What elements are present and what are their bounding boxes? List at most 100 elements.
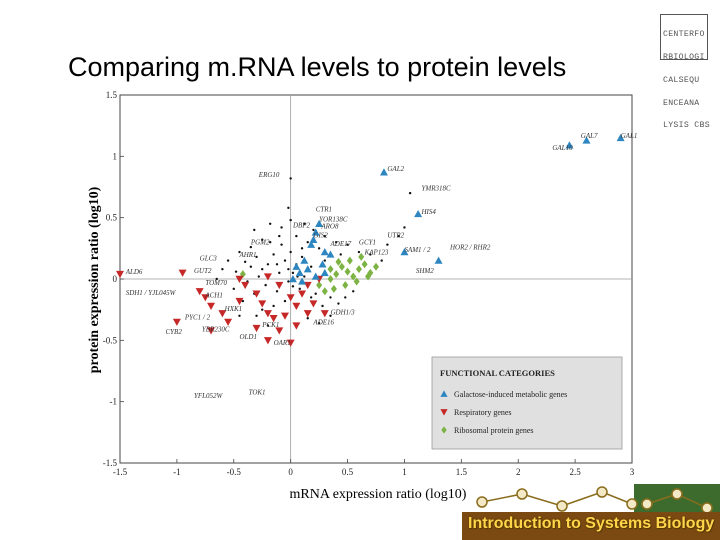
respiratory-point (320, 310, 329, 318)
other-point (280, 226, 283, 229)
y-tick-label: 1.5 (106, 90, 118, 100)
galactose-point (309, 235, 318, 243)
respiratory-point (303, 281, 312, 290)
respiratory-point (292, 322, 301, 330)
other-point (287, 280, 290, 283)
other-point (314, 292, 317, 295)
other-point (249, 265, 253, 268)
galactose-point (400, 248, 409, 256)
respiratory-point (275, 281, 284, 290)
other-point (337, 302, 340, 305)
legend-title: FUNCTIONAL CATEGORIES (440, 368, 555, 378)
gene-label: GUT2 (194, 267, 212, 275)
other-point (329, 296, 332, 299)
respiratory-point (218, 310, 227, 318)
respiratory-point (280, 312, 289, 320)
other-point (234, 270, 238, 273)
other-point (221, 267, 224, 271)
galactose-point (303, 265, 312, 273)
gene-label: CTR1 (316, 206, 332, 214)
other-point (312, 228, 315, 232)
other-point (264, 283, 267, 287)
gene-label: ACH1 (204, 291, 223, 299)
other-point (291, 285, 295, 288)
logo-line: RBIOLOGI (663, 52, 705, 62)
banner-text: Introduction to Systems Biology (468, 515, 715, 532)
logo-line: LYSIS CBS (663, 121, 710, 131)
galactose-point (315, 219, 324, 227)
other-point (346, 243, 349, 246)
other-point (309, 265, 313, 268)
ribosomal-point (330, 284, 337, 293)
zero-lines (120, 95, 632, 463)
other-point (289, 177, 292, 180)
respiratory-point (207, 302, 216, 310)
other-point (275, 263, 279, 266)
other-point (268, 222, 272, 225)
gene-label: GDH1/3 (330, 309, 355, 317)
gene-label: UTR2 (387, 231, 404, 239)
other-point (266, 263, 270, 266)
x-tick-label: 1 (402, 467, 407, 477)
ribosomal-point (327, 265, 334, 274)
galactose-point (318, 260, 327, 268)
other-point (232, 287, 235, 291)
ribosomal-point (346, 256, 353, 265)
ribosomal-point (361, 260, 368, 269)
ribosomal-point (327, 275, 334, 283)
gene-label: ERG10 (258, 171, 280, 179)
x-tick-label: -0.5 (227, 467, 242, 477)
y-tick-label: 1 (113, 151, 118, 161)
other-point (278, 271, 281, 275)
gene-label: GAL7 (581, 132, 598, 140)
gene-label: PYC1 / 2 (184, 313, 211, 321)
ribosomal-point (338, 262, 345, 271)
ribosomal-point (355, 265, 362, 274)
x-tick-label: 2.5 (569, 467, 581, 477)
other-point (369, 253, 372, 256)
other-point (309, 296, 313, 299)
respiratory-point (263, 310, 272, 318)
other-point (334, 241, 338, 244)
other-point (249, 245, 253, 249)
legend-entry: Galactose-induced metabolic genes (454, 390, 567, 399)
other-point (241, 299, 245, 303)
ribosomal-point (373, 262, 379, 271)
other-point (300, 255, 304, 259)
galactose-point (320, 268, 329, 277)
galactose-point (292, 262, 301, 270)
respiratory-point (241, 281, 250, 290)
ribosomal-point (365, 272, 372, 281)
other-point (386, 243, 389, 246)
respiratory-point (286, 339, 295, 347)
y-tick-label: 0 (113, 274, 118, 284)
respiratory-point (201, 294, 210, 302)
galactose-point (565, 141, 574, 149)
gene-label: PGM2 (250, 239, 270, 247)
legend-box (431, 356, 623, 450)
gene-labels: GAL7 GAL1 GAL10 ERG10 GAL2 YMR318C CTR1 HIS4 DBP… (125, 132, 638, 400)
respiratory-point (116, 270, 124, 279)
gene-label: OLD1 (239, 333, 257, 341)
other-point (352, 290, 355, 293)
x-tick-label: 0 (288, 467, 293, 477)
other-point (255, 314, 258, 317)
galactose-point (311, 272, 320, 280)
logo-line: CALSEQU (663, 75, 700, 85)
other-point (339, 253, 342, 256)
gene-label: HOR2 / RHR2 (449, 244, 491, 252)
other-point (215, 277, 218, 281)
respiratory-point (235, 297, 244, 306)
respiratory-point (263, 337, 272, 345)
x-tick-label: -1.5 (113, 467, 128, 477)
cbs-logo: CENTERFO RBIOLOGI CALSEQU ENCEANA LYSIS … (660, 14, 710, 130)
galactose-point (582, 136, 591, 144)
other-point (408, 191, 412, 195)
axis-ticks: -1.5 -1 -0.5 0 0.5 1 1.5 2 2.5 3 -1.5 -1 -0.5 0 0.5 1 1.… (103, 90, 635, 477)
respiratory-point (235, 275, 244, 283)
other-point (275, 290, 279, 293)
ribosomal-point (321, 287, 328, 296)
galactose-point (311, 228, 320, 236)
galactose-point (434, 256, 443, 264)
gene-label: ADE16 (312, 318, 334, 326)
